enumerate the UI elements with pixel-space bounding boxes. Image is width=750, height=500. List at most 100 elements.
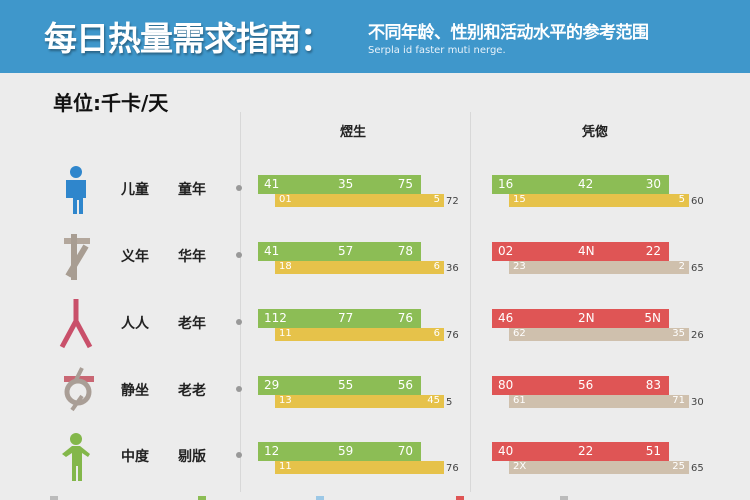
bar-value: 75 <box>397 177 413 191</box>
bar-value: 5N <box>644 311 661 325</box>
left-bottom-bar: 11 <box>275 461 444 474</box>
legend-marker <box>560 496 568 500</box>
bar-value: 25 <box>672 461 685 472</box>
left-total-value: 76 <box>446 330 459 341</box>
bar-value: 23 <box>513 261 526 272</box>
bar-value: 42 <box>578 177 594 191</box>
row-sublabel: 老老 <box>178 383 206 399</box>
column-header-left: 熤生 <box>340 125 367 140</box>
bar-value: 41 <box>264 244 280 258</box>
row-marker-dot <box>236 386 242 392</box>
row-sublabel: 童年 <box>178 182 206 198</box>
right-top-bar: 80 56 83 <box>492 376 669 395</box>
table-row: 儿童 童年 41 35 75 01 5 72 16 42 30 15 5 60 <box>0 163 750 223</box>
bar-value: 40 <box>498 444 514 458</box>
bar-value: 5 <box>433 194 440 205</box>
bar-value: 56 <box>578 378 594 392</box>
bar-value: 02 <box>498 244 514 258</box>
bar-value: 45 <box>427 395 440 406</box>
bar-value: 22 <box>578 444 594 458</box>
bar-value: 56 <box>397 378 413 392</box>
row-label: 儿童 <box>121 182 149 198</box>
row-sublabel: 老年 <box>178 316 206 332</box>
row-label: 静坐 <box>121 383 149 399</box>
person-blue-icon <box>58 165 98 215</box>
bar-value: 16 <box>498 177 514 191</box>
person-gray-red-icon <box>58 366 98 416</box>
right-top-bar: 16 42 30 <box>492 175 669 194</box>
column-header-right: 凭偬 <box>582 125 609 140</box>
header-banner: 每日热量需求指南： 不同年龄、性别和活动水平的参考范围 Serpla id fa… <box>0 0 750 73</box>
unit-label: 单位:千卡/天 <box>53 91 169 115</box>
row-label: 义年 <box>121 249 149 265</box>
left-top-bar: 12 59 70 <box>258 442 421 461</box>
bar-value: 51 <box>645 444 661 458</box>
bar-value: 11 <box>279 328 292 339</box>
person-gray-icon <box>58 232 98 282</box>
left-total-value: 72 <box>446 196 459 207</box>
right-total-value: 30 <box>691 397 704 408</box>
bar-value: 62 <box>513 328 526 339</box>
bar-value: 46 <box>498 311 514 325</box>
bar-value: 83 <box>645 378 661 392</box>
bar-value: 77 <box>338 311 354 325</box>
bar-value: 6 <box>433 261 440 272</box>
bar-value: 15 <box>513 194 526 205</box>
column-divider <box>470 112 471 492</box>
legend-marker <box>316 496 324 500</box>
left-top-bar: 41 57 78 <box>258 242 421 261</box>
left-bottom-bar: 11 6 <box>275 328 444 341</box>
bar-value: 22 <box>645 244 661 258</box>
bar-value: 78 <box>397 244 413 258</box>
right-total-value: 65 <box>691 463 704 474</box>
bar-value: 2 <box>678 261 685 272</box>
right-top-bar: 40 22 51 <box>492 442 669 461</box>
right-bottom-bar: 2X 25 <box>509 461 689 474</box>
table-row: 义年 华年 41 57 78 18 6 36 02 4N 22 23 2 65 <box>0 230 750 290</box>
bar-value: 112 <box>264 311 287 325</box>
legend-marker <box>456 496 464 500</box>
right-top-bar: 02 4N 22 <box>492 242 669 261</box>
person-green-icon <box>58 432 98 482</box>
right-total-value: 60 <box>691 196 704 207</box>
table-row: 静坐 老老 29 55 56 13 45 5 80 56 83 61 71 30 <box>0 364 750 424</box>
left-bottom-bar: 18 6 <box>275 261 444 274</box>
left-top-bar: 112 77 76 <box>258 309 421 328</box>
bar-value: 70 <box>397 444 413 458</box>
bar-value: 12 <box>264 444 280 458</box>
bar-value: 01 <box>279 194 292 205</box>
column-divider <box>240 112 241 492</box>
right-total-value: 26 <box>691 330 704 341</box>
left-total-value: 36 <box>446 263 459 274</box>
bar-value: 35 <box>672 328 685 339</box>
bar-value: 57 <box>338 244 354 258</box>
page-subtitle-english: Serpla id faster muti nerge. <box>368 45 506 56</box>
right-bottom-bar: 23 2 <box>509 261 689 274</box>
left-top-bar: 29 55 56 <box>258 376 421 395</box>
right-total-value: 65 <box>691 263 704 274</box>
left-bottom-bar: 01 5 <box>275 194 444 207</box>
right-bottom-bar: 15 5 <box>509 194 689 207</box>
row-label: 人人 <box>121 316 149 332</box>
person-red-icon <box>58 299 98 349</box>
right-bottom-bar: 61 71 <box>509 395 689 408</box>
bar-value: 5 <box>678 194 685 205</box>
legend-marker <box>198 496 206 500</box>
bar-value: 18 <box>279 261 292 272</box>
left-total-value: 76 <box>446 463 459 474</box>
bar-value: 71 <box>672 395 685 406</box>
bar-value: 30 <box>645 177 661 191</box>
right-bottom-bar: 62 35 <box>509 328 689 341</box>
row-marker-dot <box>236 452 242 458</box>
table-row: 中度 剔版 12 59 70 11 76 40 22 51 2X 25 65 <box>0 430 750 490</box>
left-top-bar: 41 35 75 <box>258 175 421 194</box>
bar-value: 61 <box>513 395 526 406</box>
legend-marker <box>50 496 58 500</box>
bar-value: 29 <box>264 378 280 392</box>
bar-value: 2X <box>513 461 527 472</box>
bar-value: 13 <box>279 395 292 406</box>
bar-value: 6 <box>433 328 440 339</box>
row-marker-dot <box>236 252 242 258</box>
row-marker-dot <box>236 319 242 325</box>
bar-value: 55 <box>338 378 354 392</box>
